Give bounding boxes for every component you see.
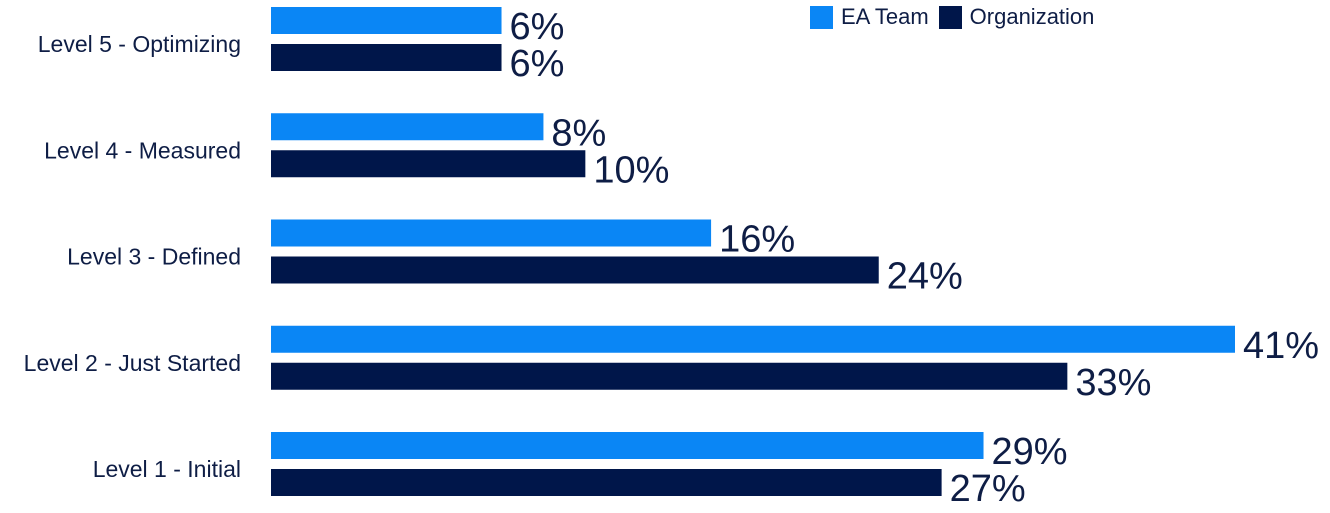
legend-label: EA Team — [841, 4, 929, 29]
legend-item-organization: Organization — [938, 4, 1095, 30]
bar-organization — [271, 469, 942, 496]
data-label: 29% — [992, 431, 1068, 473]
data-label: 24% — [887, 256, 963, 298]
legend-swatch-organization — [938, 5, 962, 29]
data-label: 8% — [551, 112, 606, 154]
data-label: 10% — [593, 149, 669, 191]
bar-ea-team — [271, 7, 502, 34]
category-label: Level 4 - Measured — [44, 137, 241, 163]
bar-ea-team — [271, 325, 1235, 353]
data-label: 6% — [510, 6, 565, 48]
data-label: 41% — [1243, 325, 1319, 367]
bar-organization — [271, 44, 502, 71]
data-label: 27% — [950, 468, 1026, 510]
legend: EA Team Organization — [810, 4, 1104, 30]
bar-ea-team — [271, 219, 712, 247]
bar-ea-team — [271, 113, 544, 141]
data-label: 6% — [510, 43, 565, 85]
bar-organization — [271, 256, 879, 284]
category-label: Level 2 - Just Started — [24, 350, 241, 376]
legend-item-ea-team: EA Team — [810, 4, 929, 30]
data-label: 33% — [1075, 362, 1151, 404]
bar-organization — [271, 362, 1068, 390]
bar-ea-team — [271, 432, 984, 459]
category-label: Level 5 - Optimizing — [38, 31, 241, 57]
category-label: Level 1 - Initial — [93, 456, 241, 482]
legend-swatch-ea-team — [810, 5, 833, 29]
data-label: 16% — [719, 219, 795, 261]
bar-organization — [271, 150, 586, 178]
legend-label: Organization — [969, 4, 1095, 29]
category-label: Level 3 - Defined — [67, 244, 241, 270]
